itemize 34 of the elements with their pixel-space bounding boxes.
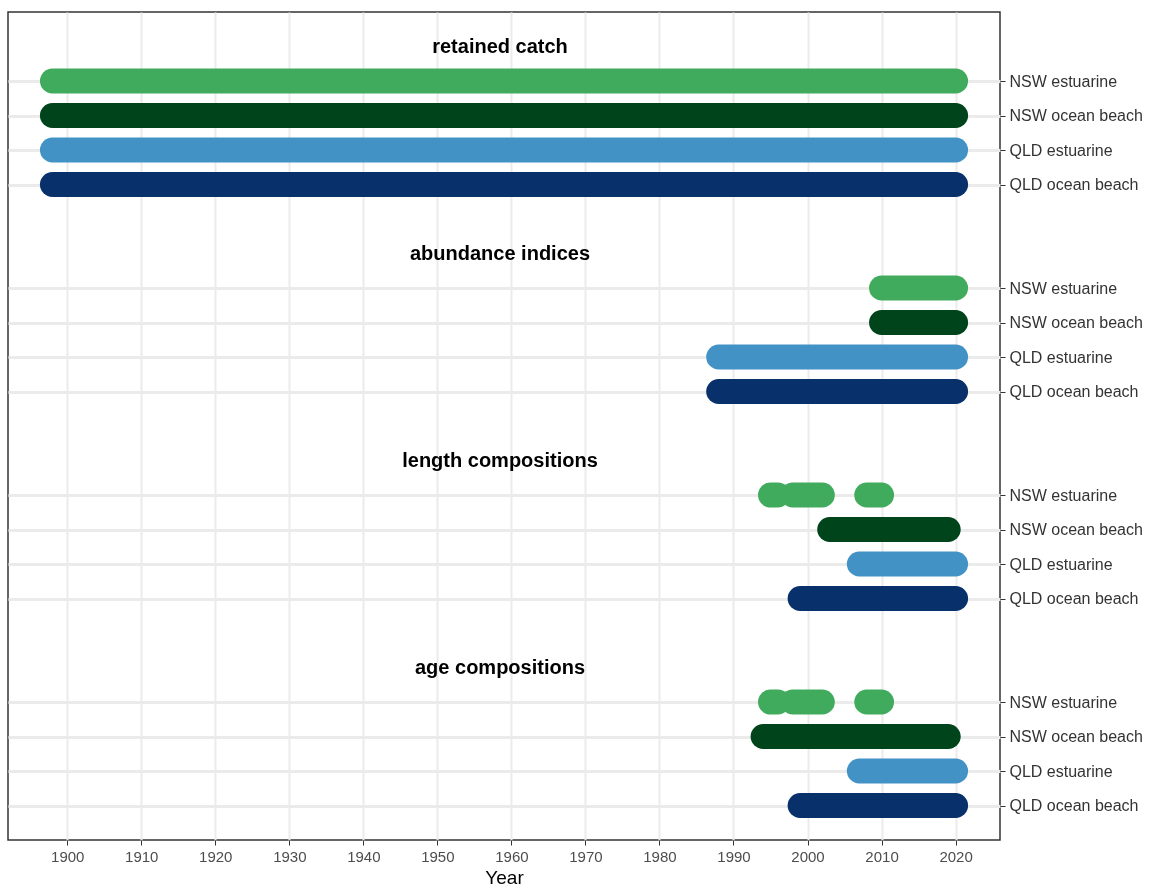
x-tick-label: 1930 [273, 847, 307, 865]
x-tick-label: 2010 [865, 847, 899, 865]
x-tick-label: 1950 [421, 847, 455, 865]
x-tick-label: 1910 [125, 847, 159, 865]
y-tick-label: QLD estuarine [1009, 141, 1113, 159]
y-tick-label: QLD estuarine [1009, 348, 1113, 366]
x-tick-label: 1940 [347, 847, 381, 865]
x-tick-label: 1990 [717, 847, 751, 865]
y-tick-label: QLD ocean beach [1009, 590, 1139, 607]
y-tick-label: NSW ocean beach [1009, 728, 1143, 745]
y-tick-label: QLD ocean beach [1009, 383, 1139, 400]
x-tick-label: 1920 [199, 847, 233, 865]
x-tick-label: 1970 [569, 847, 603, 865]
x-tick-label: 2000 [791, 847, 825, 865]
annotation: length compositions [402, 448, 598, 471]
y-tick-label: QLD estuarine [1009, 555, 1113, 573]
annotation: retained catch [432, 34, 568, 57]
y-tick-label: QLD ocean beach [1009, 176, 1139, 193]
x-tick-label: 1980 [643, 847, 677, 865]
y-tick-label: QLD estuarine [1009, 762, 1113, 780]
annotation: age compositions [414, 655, 586, 678]
y-tick-label: NSW ocean beach [1009, 521, 1143, 538]
x-tick-label: 1960 [495, 847, 529, 865]
y-tick-label: NSW estuarine [1009, 486, 1118, 504]
x-axis-title: Year [485, 866, 525, 888]
y-tick-label: NSW estuarine [1009, 693, 1118, 711]
annotation: abundance indices [409, 241, 591, 264]
y-tick-label: NSW ocean beach [1009, 107, 1143, 124]
x-tick-label: 2020 [939, 847, 973, 865]
y-tick-label: NSW estuarine [1009, 279, 1118, 297]
y-tick-label: NSW ocean beach [1009, 314, 1143, 331]
y-tick-label: NSW estuarine [1009, 72, 1118, 90]
x-tick-label: 1900 [51, 847, 85, 865]
y-tick-label: QLD ocean beach [1009, 797, 1139, 814]
